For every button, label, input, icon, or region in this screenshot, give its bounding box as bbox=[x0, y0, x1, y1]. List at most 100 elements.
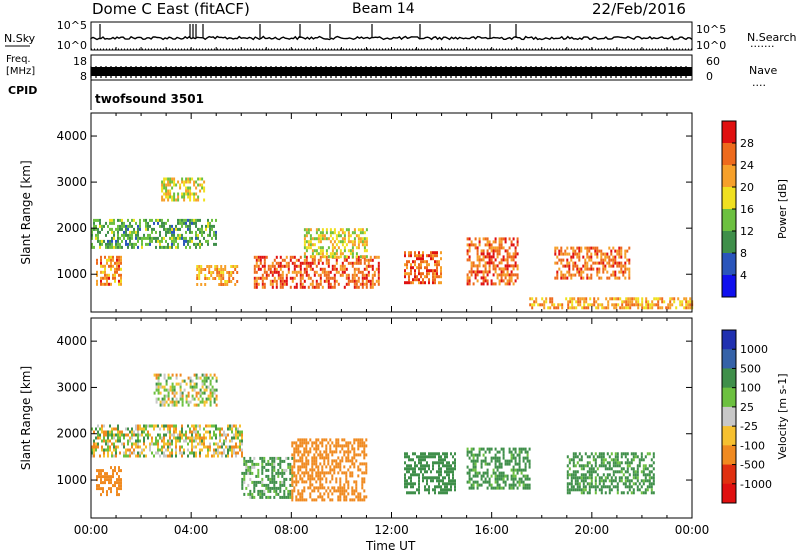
data-cell bbox=[119, 218, 121, 222]
data-cell bbox=[476, 471, 479, 475]
data-cell bbox=[560, 258, 563, 262]
data-cell bbox=[520, 471, 523, 475]
data-cell bbox=[317, 468, 320, 472]
data-cell bbox=[644, 464, 647, 468]
data-cell bbox=[311, 474, 314, 478]
data-cell bbox=[569, 297, 572, 301]
data-cell bbox=[652, 479, 655, 483]
data-cell bbox=[303, 453, 306, 457]
data-cell bbox=[210, 271, 213, 274]
data-cell bbox=[165, 442, 167, 446]
data-cell bbox=[652, 467, 655, 471]
data-cell bbox=[169, 439, 171, 443]
data-cell bbox=[436, 254, 438, 258]
data-cell bbox=[566, 261, 569, 265]
data-cell bbox=[327, 246, 330, 250]
data-cell bbox=[331, 237, 334, 241]
data-cell bbox=[618, 264, 621, 268]
data-cell bbox=[321, 267, 324, 271]
data-cell bbox=[580, 267, 583, 271]
data-cell bbox=[201, 373, 204, 377]
data-cell bbox=[596, 455, 599, 459]
data-cell bbox=[410, 281, 412, 285]
data-cell bbox=[351, 249, 354, 253]
data-cell bbox=[301, 471, 304, 475]
colorbar-tick-label: 28 bbox=[740, 137, 754, 150]
data-cell bbox=[363, 477, 366, 481]
data-cell bbox=[301, 480, 304, 484]
data-cell bbox=[470, 477, 473, 481]
data-cell bbox=[103, 448, 105, 452]
data-cell bbox=[167, 430, 169, 434]
data-cell bbox=[570, 258, 573, 262]
data-cell bbox=[279, 273, 282, 277]
data-cell bbox=[189, 218, 191, 222]
data-cell bbox=[219, 430, 221, 434]
data-cell bbox=[653, 297, 656, 301]
data-cell bbox=[157, 373, 160, 377]
data-cell bbox=[337, 231, 340, 235]
data-cell bbox=[375, 279, 378, 283]
data-cell bbox=[231, 424, 233, 428]
data-cell bbox=[482, 270, 485, 274]
data-cell bbox=[594, 464, 597, 468]
data-cell bbox=[261, 492, 264, 496]
data-cell bbox=[531, 306, 534, 310]
data-cell bbox=[454, 452, 456, 456]
data-cell bbox=[616, 458, 619, 462]
data-cell bbox=[512, 453, 515, 457]
data-cell bbox=[221, 442, 223, 446]
data-cell bbox=[620, 476, 623, 480]
data-cell bbox=[111, 436, 113, 440]
data-cell bbox=[343, 246, 346, 250]
data-cell bbox=[281, 282, 284, 286]
data-cell bbox=[116, 264, 118, 268]
data-cell bbox=[241, 433, 243, 437]
data-cell bbox=[173, 177, 176, 181]
data-cell bbox=[147, 227, 149, 231]
data-cell bbox=[321, 249, 324, 253]
panel-power-frame bbox=[90, 112, 693, 313]
data-cell bbox=[598, 261, 601, 265]
data-cell bbox=[313, 441, 316, 445]
data-cell bbox=[277, 261, 280, 265]
data-cell bbox=[279, 285, 282, 289]
data-cell bbox=[468, 468, 471, 472]
data-cell bbox=[104, 267, 106, 271]
data-cell bbox=[430, 251, 432, 255]
data-cell bbox=[626, 476, 629, 480]
data-cell bbox=[279, 282, 282, 286]
data-cell bbox=[163, 177, 166, 181]
data-cell bbox=[335, 279, 338, 283]
data-cell bbox=[539, 303, 542, 307]
data-cell bbox=[630, 491, 633, 495]
data-cell bbox=[133, 242, 135, 246]
data-cell bbox=[339, 483, 342, 487]
data-cell bbox=[608, 246, 611, 250]
data-cell bbox=[586, 246, 589, 250]
data-cell bbox=[518, 453, 521, 457]
data-cell bbox=[125, 233, 127, 237]
data-cell bbox=[149, 236, 151, 240]
data-cell bbox=[634, 470, 637, 474]
data-cell bbox=[197, 195, 200, 199]
data-cell bbox=[95, 445, 97, 449]
data-cell bbox=[529, 297, 532, 301]
data-cell bbox=[623, 300, 626, 304]
data-cell bbox=[219, 433, 221, 437]
data-cell bbox=[494, 477, 497, 481]
data-cell bbox=[309, 495, 312, 499]
data-cell bbox=[169, 436, 171, 440]
data-cell bbox=[636, 470, 639, 474]
data-cell bbox=[325, 270, 328, 274]
data-cell bbox=[106, 273, 108, 277]
data-cell bbox=[516, 264, 519, 268]
data-cell bbox=[189, 227, 191, 231]
data-cell bbox=[133, 227, 135, 231]
data-cell bbox=[307, 285, 310, 289]
data-cell bbox=[468, 279, 471, 283]
data-cell bbox=[293, 465, 296, 469]
data-cell bbox=[295, 483, 298, 487]
data-cell bbox=[305, 258, 308, 262]
data-cell bbox=[303, 447, 306, 451]
